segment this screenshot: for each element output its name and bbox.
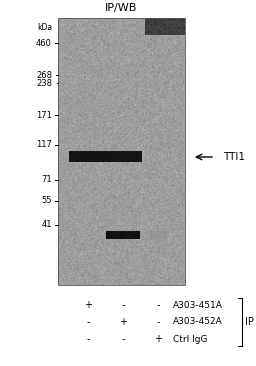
Text: -: - [156, 317, 160, 327]
Text: IP/WB: IP/WB [105, 3, 138, 13]
Bar [58, 18, 185, 285]
Text: +: + [154, 334, 162, 344]
Text: -: - [86, 334, 90, 344]
Text: IP: IP [245, 317, 254, 327]
Text: 238: 238 [36, 79, 52, 88]
Text: -: - [121, 334, 125, 344]
Text: -: - [156, 300, 160, 310]
Text: Ctrl IgG: Ctrl IgG [173, 335, 208, 344]
Text: TTI1: TTI1 [223, 152, 245, 162]
Text: A303-452A: A303-452A [173, 317, 223, 326]
Text: 171: 171 [36, 111, 52, 120]
Text: -: - [86, 317, 90, 327]
Text: +: + [84, 300, 92, 310]
Text: 71: 71 [41, 175, 52, 184]
Text: 41: 41 [41, 220, 52, 229]
Text: +: + [119, 317, 127, 327]
Text: 460: 460 [36, 39, 52, 48]
Text: kDa: kDa [37, 23, 52, 32]
Text: -: - [121, 300, 125, 310]
Text: 117: 117 [36, 140, 52, 149]
Text: 268: 268 [36, 71, 52, 80]
Text: A303-451A: A303-451A [173, 300, 223, 310]
Text: 55: 55 [41, 197, 52, 205]
